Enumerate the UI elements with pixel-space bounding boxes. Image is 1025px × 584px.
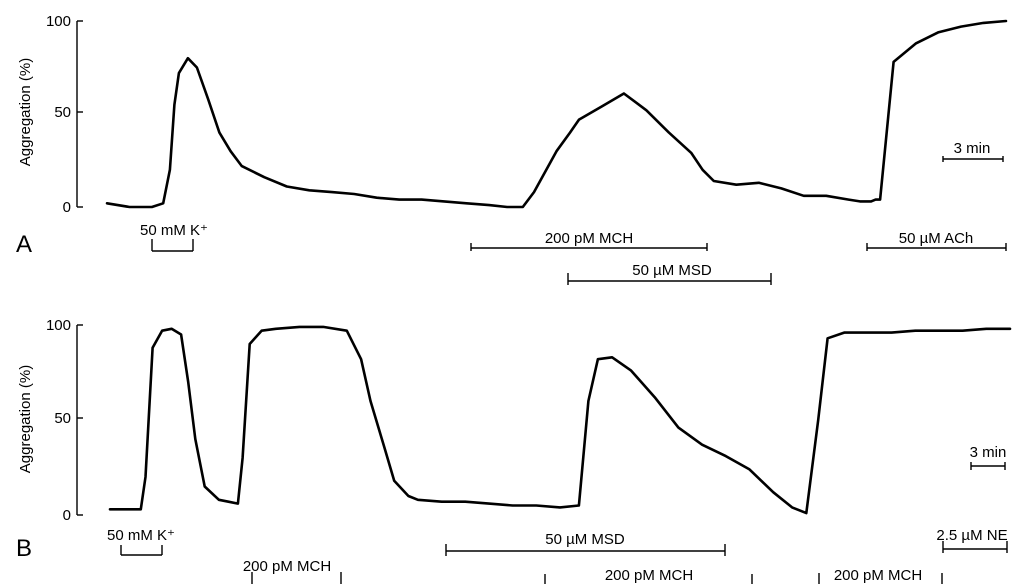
drug-bar-label: 50 µM MSD [632,262,712,279]
panel-b-scale-bar: 3 min [970,444,1007,470]
panel-a-tick-label-0: 0 [63,199,71,216]
drug-bar-line [567,273,772,285]
panel-b-tick-label-0: 0 [63,507,71,524]
panel-b-scale-bar-label: 3 min [970,444,1007,461]
panel-a-drug-bar-msd: 50 µM MSD [567,262,772,285]
drug-bar-line [818,573,943,584]
panel-b-tick-label-100: 100 [46,317,71,334]
drug-bar-line [866,243,1007,251]
drug-bar-line [251,572,342,584]
panel-b-drug-bar-mch-1: 200 pM MCH [243,558,342,584]
drug-bar-label: 200 pM MCH [605,567,693,584]
drug-bar-line [544,574,753,584]
panel-a-scale-bar: 3 min [942,140,1004,162]
panel-b-letter: B [16,535,32,562]
panel-a-scale-bar-label: 3 min [954,140,991,157]
panel-b-tick-label-50: 50 [54,410,71,427]
panel-a-letter: A [16,231,32,258]
drug-bar-label: 200 pM MCH [545,230,633,247]
panel-a-drug-bar-ach: 50 µM ACh [866,230,1007,251]
panel-a-y-axis-label: Aggregation (%) [17,58,34,166]
panel-b-drug-bar-mch-3: 200 pM MCH [818,567,943,584]
panel-b-drug-bar-mch-2: 200 pM MCH [544,567,753,584]
drug-bar-line [470,243,708,251]
panel-b-drug-bar-ne: 2.5 µM NE [936,527,1008,553]
drug-bar-line [445,544,726,556]
drug-bar-label: 50 mM K⁺ [140,222,208,239]
panel-a-drug-bar-k: 50 mM K⁺ [140,222,208,252]
panel-b: Aggregation (%) 100 50 0 3 min 50 mM K⁺ … [16,317,1012,584]
panel-b-y-axis-label: Aggregation (%) [17,365,34,473]
drug-bar-label: 50 µM ACh [899,230,974,247]
drug-bar-line [942,541,1008,553]
drug-bar-line [120,545,163,556]
panel-a-aggregation-trace [105,19,1008,209]
panel-a: Aggregation (%) 100 50 0 3 min 50 mM K⁺ … [16,13,1008,285]
drug-bar-label: 50 mM K⁺ [107,527,175,544]
panel-b-scale-bar-line [970,462,1006,470]
drug-bar-label: 200 pM MCH [243,558,331,575]
panel-b-drug-bar-msd: 50 µM MSD [445,531,726,556]
drug-bar-label: 200 pM MCH [834,567,922,584]
panel-a-tick-label-100: 100 [46,13,71,30]
panel-a-scale-bar-line [942,156,1004,162]
panel-b-drug-bars: 50 mM K⁺ 200 pM MCH 50 µM MSD 200 pM MCH… [107,527,1008,584]
drug-bar-label: 2.5 µM NE [936,527,1007,544]
drug-bar-line [151,239,194,252]
panel-a-drug-bar-mch: 200 pM MCH [470,230,708,251]
panel-b-drug-bar-k: 50 mM K⁺ [107,527,175,556]
drug-bar-label: 50 µM MSD [545,531,625,548]
panel-b-aggregation-trace [108,325,1012,515]
panel-a-tick-label-50: 50 [54,104,71,121]
panel-a-drug-bars: 50 mM K⁺ 200 pM MCH 50 µM MSD 50 µM ACh [140,222,1007,285]
